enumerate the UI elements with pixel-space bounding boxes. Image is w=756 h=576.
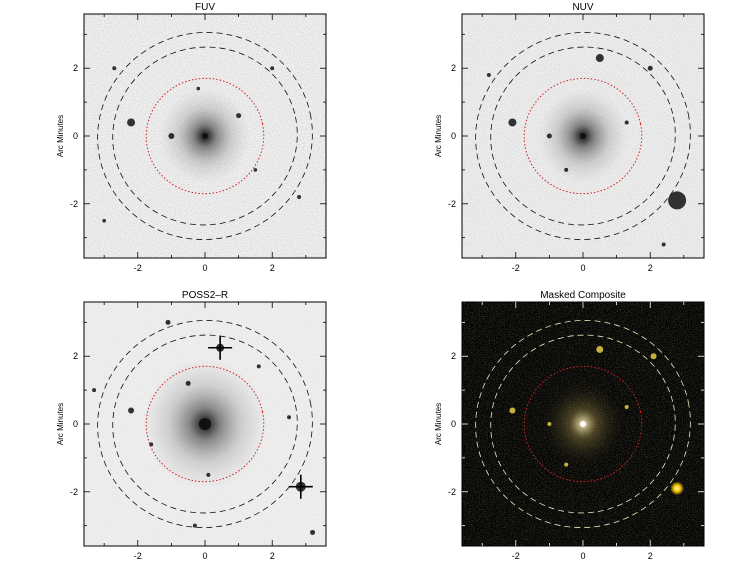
field-star [661, 242, 666, 247]
field-star [256, 364, 261, 369]
y-tick-label: 2 [73, 351, 78, 361]
x-tick-label: 0 [580, 551, 585, 561]
x-tick-label: 2 [648, 551, 653, 561]
field-star [92, 388, 97, 393]
field-star [206, 472, 211, 477]
y-axis-label: Arc Minutes [56, 403, 65, 445]
field-star [564, 167, 569, 172]
inner-ellipse-aperture [523, 77, 643, 195]
field-star [486, 73, 491, 77]
x-tick-label: 2 [270, 263, 275, 273]
y-tick-label: 0 [451, 131, 456, 141]
galaxy-nucleus [580, 421, 586, 427]
y-tick-label: 2 [451, 351, 456, 361]
panel-title: POSS2–R [182, 290, 228, 301]
y-tick-label: -2 [70, 199, 78, 209]
middle-ellipse-aperture [490, 46, 676, 226]
x-tick-label: 2 [270, 551, 275, 561]
field-star [185, 380, 191, 386]
x-tick-label: 0 [580, 263, 585, 273]
field-star [595, 54, 604, 63]
field-star [297, 195, 302, 199]
field-star [310, 529, 316, 535]
middle-ellipse-aperture [112, 46, 298, 226]
panel-title: Masked Composite [540, 290, 626, 301]
y-tick-label: -2 [448, 487, 456, 497]
y-tick-label: 0 [73, 131, 78, 141]
galaxy-nucleus [202, 133, 208, 139]
outer-ellipse-aperture [97, 320, 313, 528]
outer-ellipse-aperture [97, 32, 313, 240]
panel-title: FUV [195, 2, 215, 13]
field-star [287, 415, 292, 420]
y-tick-label: -2 [70, 487, 78, 497]
field-star [128, 407, 135, 414]
galaxy-nucleus [580, 133, 586, 139]
field-star [149, 442, 154, 447]
field-star [102, 218, 106, 223]
y-tick-label: 2 [451, 63, 456, 73]
x-tick-label: -2 [512, 263, 520, 273]
y-tick-label: -2 [448, 199, 456, 209]
field-star [196, 86, 201, 91]
field-star [508, 118, 517, 127]
outer-ellipse-aperture [475, 32, 691, 240]
field-star [668, 191, 687, 210]
inner-ellipse-aperture [145, 77, 265, 195]
x-tick-label: 2 [648, 263, 653, 273]
panel-4: -2 0 2 2 0 -2 Masked Composite Arc Minutes [434, 290, 705, 561]
field-star [168, 133, 175, 139]
inner-ellipse-aperture [145, 365, 265, 483]
field-star [127, 118, 136, 127]
x-tick-label: -2 [134, 263, 142, 273]
middle-ellipse-aperture [490, 334, 676, 514]
panel-3: -2 0 2 2 0 -2 POSS2–R Arc Minutes [56, 290, 327, 561]
y-tick-label: 0 [73, 419, 78, 429]
field-star [509, 407, 516, 414]
field-star [650, 353, 657, 360]
field-star [596, 345, 604, 353]
field-star [624, 405, 629, 410]
x-tick-label: 0 [202, 263, 207, 273]
field-star [192, 523, 197, 528]
field-star [547, 422, 552, 426]
diffraction-spike [208, 335, 233, 360]
middle-ellipse-aperture [112, 334, 298, 514]
panel-1: -2 0 2 2 0 -2 FUV Arc Minutes [56, 2, 327, 273]
field-star [670, 481, 685, 496]
field-star [564, 462, 569, 467]
galaxy-nucleus [199, 418, 211, 430]
field-star [253, 168, 258, 172]
diffraction-spike [288, 474, 313, 499]
x-tick-label: -2 [134, 551, 142, 561]
y-tick-label: 2 [73, 63, 78, 73]
field-star [624, 120, 629, 125]
y-axis-label: Arc Minutes [56, 115, 65, 157]
x-tick-label: 0 [202, 551, 207, 561]
y-axis-label: Arc Minutes [434, 403, 443, 445]
field-star [165, 319, 171, 325]
y-tick-label: 0 [451, 419, 456, 429]
field-star [546, 133, 552, 139]
y-axis-label: Arc Minutes [434, 115, 443, 157]
panel-title: NUV [572, 2, 593, 13]
field-star [236, 113, 242, 119]
inner-ellipse-aperture [523, 365, 643, 483]
field-star [270, 66, 275, 71]
panel-2: -2 0 2 2 0 -2 NUV Arc Minutes [434, 2, 705, 273]
outer-ellipse-aperture [475, 320, 691, 528]
field-star [112, 66, 117, 71]
x-tick-label: -2 [512, 551, 520, 561]
field-star [647, 65, 653, 71]
